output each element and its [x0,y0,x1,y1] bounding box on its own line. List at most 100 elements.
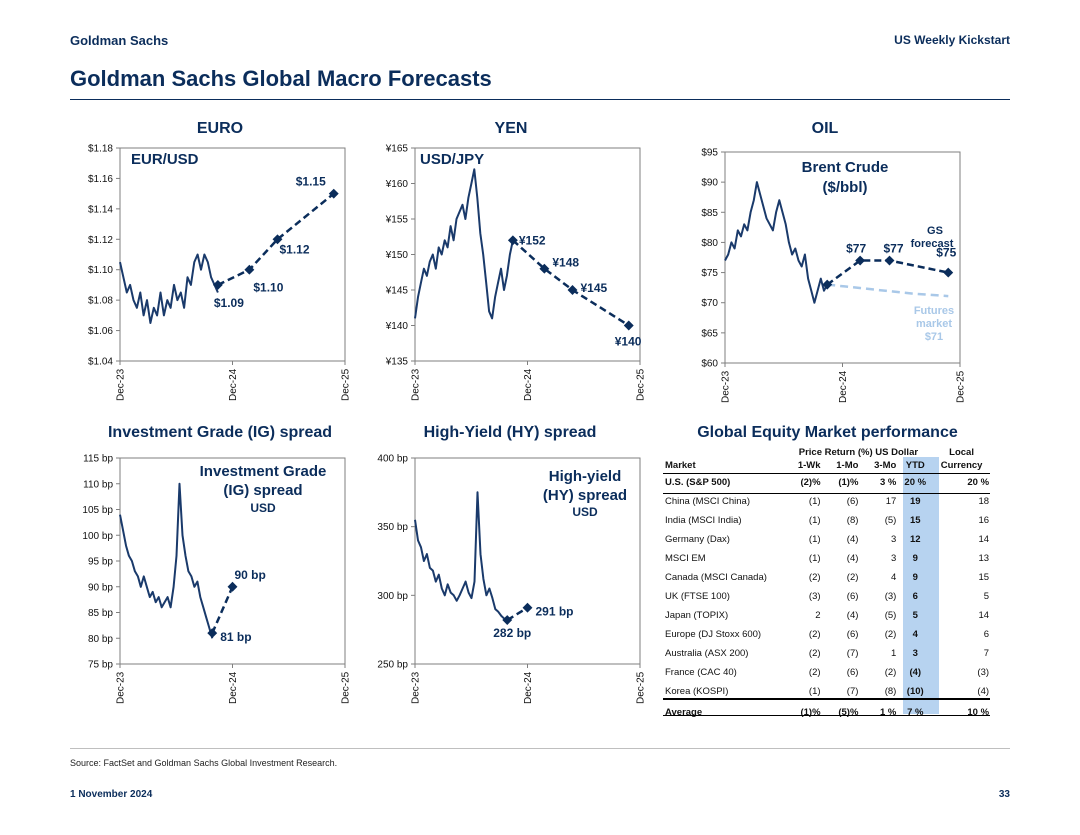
col-ytd: YTD [905,459,925,471]
price-return-header: Price Return (%) US Dollar [798,446,919,458]
footer-date: 1 November 2024 [70,789,153,800]
x-tick-label: Dec-25 [341,671,352,704]
row-1wk: 2 [815,610,821,621]
history-line [119,482,214,639]
y-tick-label: $60 [701,359,718,370]
y-tick-label: $1.12 [88,235,113,246]
forecast-label: 291 bp [536,605,574,619]
x-tick-label: Dec-24 [523,368,534,401]
row-market: Europe (DJ Stoxx 600) [665,629,762,640]
equity-table: Price Return (%) US Dollar Local Market … [663,446,993,722]
chart-label-unit: ($/bbl) [823,179,868,196]
row-1mo: (7) [846,686,859,697]
avg-label: Average [665,707,703,718]
forecast-line [211,586,234,634]
futures-label: market [916,318,952,330]
col-1mo: 1-Mo [836,459,859,471]
x-tick-label: Dec-24 [523,671,534,704]
y-tick-label: ¥135 [385,357,409,368]
row-1mo: (7) [846,648,859,659]
row-1mo: (2) [846,572,859,583]
futures-line [827,283,949,298]
x-tick-label: Dec-23 [411,368,422,401]
row-currency: (4) [977,686,990,697]
row-1wk: (2)% [800,476,821,488]
avg-ytd: 7 % [907,707,924,718]
hy-chart: 250 bp 300 bp 350 bp 400 bp Dec-23 Dec-24 Dec-… [377,454,646,705]
forecast-label: ¥145 [581,281,608,295]
forecast-label: $77 [846,242,866,256]
oil-chart-title: OIL [811,120,839,137]
y-tick-label: $85 [701,208,718,219]
forecast-point [855,255,866,266]
x-tick-label: Dec-23 [411,671,422,704]
row-market: Germany (Dax) [665,534,730,545]
source-rule [70,748,1010,749]
row-market: U.S. (S&P 500) [665,476,731,488]
equity-row: Germany (Dax) (1) (4) 3 12 14 [663,530,993,549]
forecast-label: $1.15 [296,175,326,189]
row-1wk: (2) [808,648,821,659]
y-tick-label: $1.16 [88,174,113,185]
y-tick-label: $1.18 [88,144,113,155]
row-market: France (CAC 40) [665,667,737,678]
gs-label: GS [927,225,943,237]
history-line [119,253,219,324]
table-us-rule [663,493,990,494]
header-brand: Goldman Sachs [70,33,169,48]
forecast-label: ¥140 [615,335,642,349]
forecast-line [217,192,335,287]
row-1mo: (6) [846,591,859,602]
ig-chart: 75 bp 80 bp 85 bp 90 bp 95 bp 100 bp 105 bp 110… [82,454,352,705]
y-tick-label: $75 [701,268,718,279]
col-currency: Currency [940,459,983,471]
equity-row: Japan (TOPIX) 2 (4) (5) 5 14 [663,606,993,625]
row-currency: 14 [978,610,990,621]
ig-chart-title: Investment Grade (IG) spread [107,424,333,441]
forecast-point [244,264,255,275]
history-line [414,168,514,320]
plot-frame [414,147,641,362]
chart-label: EUR/USD [131,151,199,168]
row-ytd: 5 [912,610,918,621]
row-3mo: (2) [884,667,897,678]
row-ytd: 9 [912,553,918,564]
title-rule [70,99,1010,100]
y-tick-label: 350 bp [377,522,408,533]
x-tick-label: Dec-25 [341,368,352,401]
row-market: Canada (MSCI Canada) [665,572,767,583]
y-tick-label: 100 bp [82,531,113,542]
row-3mo: 3 [891,553,897,564]
yen-chart: ¥135 ¥140 ¥145 ¥150 ¥155 ¥160 ¥165 Dec-23 Dec-24… [385,144,647,402]
y-tick-label: 115 bp [83,454,113,465]
row-currency: 18 [978,496,990,507]
row-1wk: (1) [808,515,821,526]
y-tick-label: ¥165 [385,144,409,155]
row-ytd: 20 % [904,476,927,488]
table-header-rule [663,473,990,474]
euro-chart-title: EURO [196,120,244,137]
forecast-point [884,255,895,266]
forecast-line [506,606,529,622]
forecast-line [512,239,630,327]
history-line [414,491,508,622]
chart-label: (HY) spread [543,487,627,504]
equity-row: MSCI EM (1) (4) 3 9 13 [663,549,993,568]
forecast-label: ¥148 [552,256,579,270]
x-tick-label: Dec-23 [116,368,127,401]
euro-chart: $1.04 $1.06 $1.08 $1.10 $1.12 $1.14 $1.16 $1.18… [88,144,352,402]
equity-row: Australia (ASX 200) (2) (7) 1 3 7 [663,644,993,663]
row-ytd: (10) [906,686,924,697]
row-3mo: 3 % [879,476,897,488]
y-tick-label: ¥145 [385,286,409,297]
row-3mo: 1 [891,648,897,659]
row-market: China (MSCI China) [665,496,750,507]
equity-row: UK (FTSE 100) (3) (6) (3) 6 5 [663,587,993,606]
row-1mo: (1)% [838,476,859,488]
row-1mo: (4) [846,553,859,564]
chart-label: High-yield [549,468,622,485]
x-tick-label: Dec-25 [636,368,647,401]
y-tick-label: $1.08 [88,296,113,307]
forecast-point [623,320,634,331]
y-tick-label: $80 [701,238,718,249]
